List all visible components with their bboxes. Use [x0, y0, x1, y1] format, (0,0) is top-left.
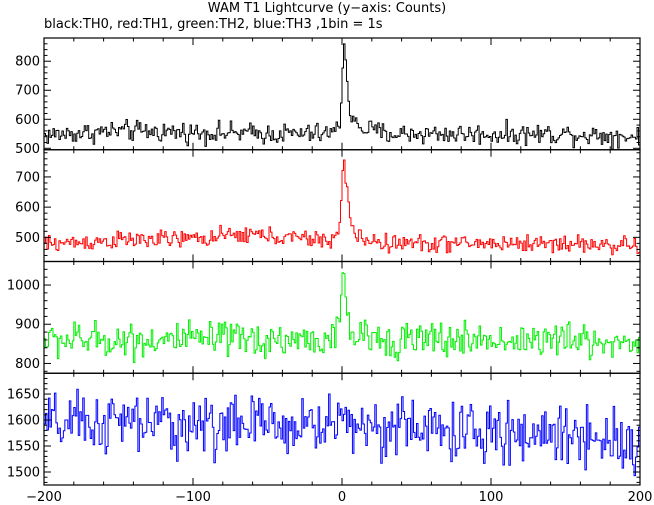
- y-tick-label: 700: [15, 84, 40, 99]
- chart-subtitle: black:TH0, red:TH1, green:TH2, blue:TH3 …: [44, 17, 383, 32]
- y-tick-label: 600: [15, 113, 40, 128]
- y-tick-label: 900: [15, 318, 40, 333]
- y-tick-label: 700: [15, 170, 40, 185]
- series-line-th0: [44, 43, 640, 150]
- chart-title: WAM T1 Lightcurve (y−axis: Counts): [207, 1, 447, 16]
- x-tick-label: −200: [26, 490, 62, 505]
- y-tick-label: 1500: [7, 466, 40, 481]
- x-tick-label: 200: [628, 490, 653, 505]
- y-tick-label: 1550: [7, 440, 40, 455]
- x-tick-label: 0: [338, 490, 346, 505]
- y-tick-label: 1600: [7, 414, 40, 429]
- series-line-th3: [44, 388, 640, 477]
- y-tick-label: 1650: [7, 388, 40, 403]
- y-tick-label: 600: [15, 201, 40, 216]
- y-tick-label: 800: [15, 357, 40, 372]
- y-tick-label: 500: [15, 142, 40, 157]
- y-tick-label: 1000: [7, 279, 40, 294]
- y-tick-label: 500: [15, 231, 40, 246]
- series-line-th1: [44, 159, 640, 256]
- x-tick-label: −100: [175, 490, 211, 505]
- series-line-th2: [44, 272, 640, 364]
- y-tick-label: 800: [15, 55, 40, 70]
- x-tick-label: 100: [479, 490, 504, 505]
